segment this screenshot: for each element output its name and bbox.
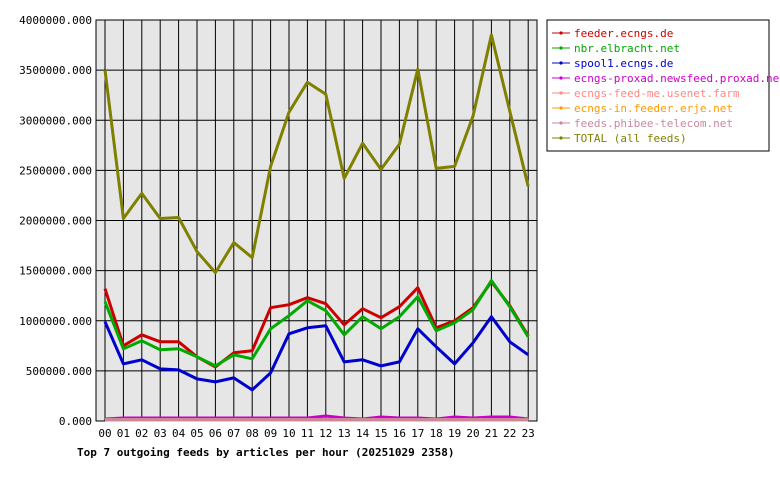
x-tick-label: 00 bbox=[98, 427, 111, 440]
legend-marker bbox=[559, 91, 563, 95]
x-tick-label: 19 bbox=[448, 427, 461, 440]
y-axis-ticks: 0.000 500000.000 1000000.000 1500000.000 200… bbox=[19, 14, 92, 428]
y-tick-label: 3000000.000 bbox=[19, 114, 92, 127]
legend-marker bbox=[559, 61, 563, 65]
legend-box bbox=[546, 19, 770, 152]
x-tick-label: 11 bbox=[301, 427, 314, 440]
legend: feeder.ecngs.de nbr.elbracht.net spool1.ec… bbox=[546, 19, 780, 152]
legend-marker bbox=[559, 31, 563, 35]
y-tick-label: 500000.000 bbox=[26, 365, 92, 378]
x-tick-label: 14 bbox=[356, 427, 370, 440]
legend-label: ecngs-feed-me.usenet.farm bbox=[574, 87, 740, 100]
legend-label: ecngs-proxad.newsfeed.proxad.net bbox=[574, 72, 780, 85]
series-line bbox=[103, 280, 530, 369]
x-tick-label: 13 bbox=[338, 427, 351, 440]
x-tick-label: 20 bbox=[466, 427, 479, 440]
legend-marker bbox=[559, 136, 563, 140]
y-tick-label: 1500000.000 bbox=[19, 265, 92, 278]
x-tick-label: 18 bbox=[430, 427, 443, 440]
x-tick-label: 04 bbox=[172, 427, 186, 440]
legend-marker bbox=[559, 121, 563, 125]
x-tick-label: 07 bbox=[227, 427, 240, 440]
x-tick-label: 03 bbox=[154, 427, 167, 440]
y-tick-label: 3500000.000 bbox=[19, 64, 92, 77]
x-tick-label: 15 bbox=[374, 427, 387, 440]
x-tick-label: 06 bbox=[209, 427, 222, 440]
x-tick-label: 05 bbox=[190, 427, 203, 440]
legend-label: ecngs-in.feeder.erje.net bbox=[574, 102, 733, 115]
y-tick-label: 1000000.000 bbox=[19, 315, 92, 328]
legend-marker bbox=[559, 46, 563, 50]
legend-label: TOTAL (all feeds) bbox=[574, 132, 687, 145]
series-lines bbox=[103, 33, 530, 422]
legend-marker bbox=[559, 76, 563, 80]
x-tick-label: 10 bbox=[282, 427, 295, 440]
legend-label: feeder.ecngs.de bbox=[574, 27, 673, 40]
y-tick-label: 0.000 bbox=[59, 415, 92, 428]
chart-title: Top 7 outgoing feeds by articles per hou… bbox=[77, 446, 455, 459]
grid-lines bbox=[96, 20, 537, 421]
x-tick-label: 21 bbox=[485, 427, 498, 440]
x-axis-ticks: 00 01 02 03 04 05 06 07 08 09 10 11 12 13 14 15 16 17 18 19… bbox=[98, 427, 534, 440]
x-tick-label: 22 bbox=[503, 427, 516, 440]
legend-label: spool1.ecngs.de bbox=[574, 57, 673, 70]
series-line bbox=[103, 279, 530, 368]
y-tick-label: 2500000.000 bbox=[19, 164, 92, 177]
x-tick-label: 23 bbox=[522, 427, 535, 440]
y-tick-label: 4000000.000 bbox=[19, 14, 92, 27]
x-tick-label: 08 bbox=[246, 427, 259, 440]
x-tick-label: 12 bbox=[319, 427, 332, 440]
series-line bbox=[103, 33, 530, 275]
x-tick-label: 02 bbox=[135, 427, 148, 440]
legend-marker bbox=[559, 106, 563, 110]
legend-label: nbr.elbracht.net bbox=[574, 42, 680, 55]
legend-label: feeds.phibee-telecom.net bbox=[574, 117, 733, 130]
y-tick-label: 2000000.000 bbox=[19, 215, 92, 228]
x-tick-label: 17 bbox=[411, 427, 424, 440]
x-tick-label: 01 bbox=[117, 427, 130, 440]
x-tick-label: 16 bbox=[393, 427, 406, 440]
x-tick-label: 09 bbox=[264, 427, 277, 440]
series-line bbox=[103, 315, 530, 392]
